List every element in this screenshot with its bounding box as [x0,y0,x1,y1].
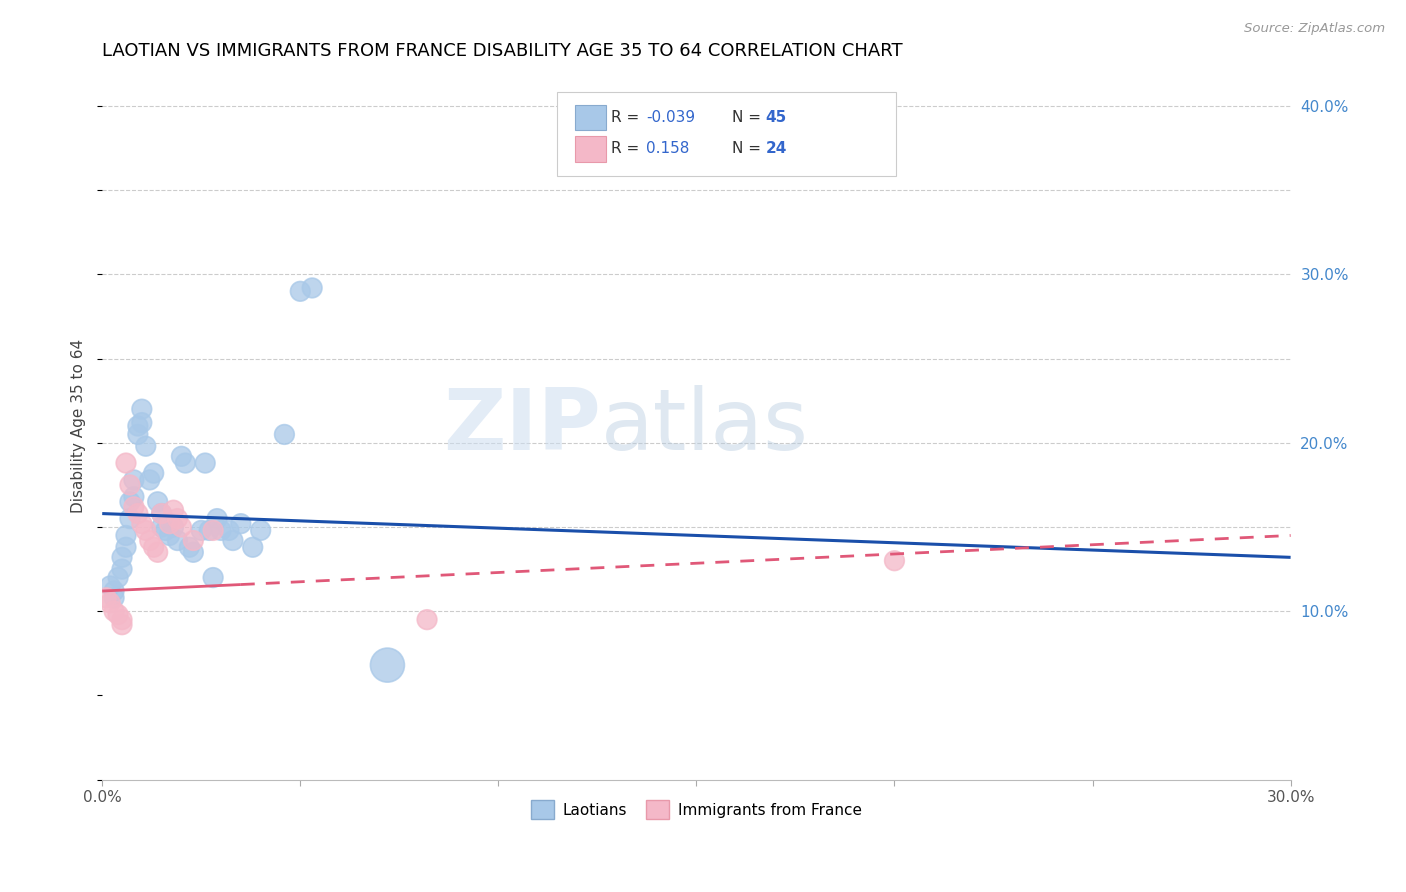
Point [131,516,153,531]
Point [111,550,134,565]
Point [301,281,323,295]
Point [103,584,125,599]
Point [179,541,201,555]
Point [229,516,252,531]
Text: N =: N = [733,141,766,156]
Point [181,545,204,559]
Point [98,579,121,593]
Point [181,533,204,548]
Point [103,591,125,605]
Point [107,570,129,584]
Text: R =: R = [610,141,644,156]
Point [202,570,225,584]
Point [139,473,162,487]
Point [122,473,145,487]
Point [218,524,240,538]
Point [107,607,129,622]
Point [377,658,399,673]
Point [155,524,177,538]
Point [111,562,134,576]
Point [290,285,312,299]
Point [115,456,138,470]
Point [142,541,165,555]
Point [159,516,181,531]
Point [111,617,134,632]
Point [162,503,184,517]
Point [194,456,217,470]
Point [170,450,193,464]
Point [416,613,439,627]
Point [135,524,157,538]
Point [127,419,149,434]
FancyBboxPatch shape [575,136,606,161]
Point [159,528,181,542]
Point [127,427,149,442]
Point [222,533,245,548]
Point [139,533,162,548]
Y-axis label: Disability Age 35 to 64: Disability Age 35 to 64 [72,339,86,513]
Text: R =: R = [610,111,644,125]
Point [127,507,149,521]
Point [174,456,197,470]
Point [122,490,145,504]
Point [150,520,173,534]
Text: 45: 45 [765,111,786,125]
Text: 24: 24 [765,141,787,156]
Text: LAOTIAN VS IMMIGRANTS FROM FRANCE DISABILITY AGE 35 TO 64 CORRELATION CHART: LAOTIAN VS IMMIGRANTS FROM FRANCE DISABI… [103,42,903,60]
Point [122,500,145,514]
FancyBboxPatch shape [575,105,606,130]
Text: atlas: atlas [602,384,810,467]
Text: Source: ZipAtlas.com: Source: ZipAtlas.com [1244,22,1385,36]
Point [118,495,141,509]
Point [273,427,295,442]
Point [115,541,138,555]
Point [103,604,125,618]
Point [190,524,212,538]
Point [166,511,188,525]
Point [96,591,118,605]
Point [98,596,121,610]
Point [146,545,169,559]
Point [150,507,173,521]
Legend: Laotians, Immigrants from France: Laotians, Immigrants from France [524,794,868,825]
Point [131,416,153,430]
Point [198,524,221,538]
Point [142,466,165,480]
Point [202,524,225,538]
Text: N =: N = [733,111,766,125]
Point [131,402,153,417]
Text: -0.039: -0.039 [647,111,696,125]
Point [170,520,193,534]
Point [249,524,271,538]
Point [162,520,184,534]
Point [883,554,905,568]
Point [166,533,188,548]
Point [146,495,169,509]
Text: ZIP: ZIP [443,384,602,467]
Point [135,439,157,453]
Point [242,541,264,555]
Point [150,507,173,521]
Text: 0.158: 0.158 [647,141,690,156]
Point [118,478,141,492]
Point [118,511,141,525]
FancyBboxPatch shape [557,92,896,177]
Point [205,511,228,525]
Point [209,524,232,538]
Point [115,528,138,542]
Point [111,613,134,627]
